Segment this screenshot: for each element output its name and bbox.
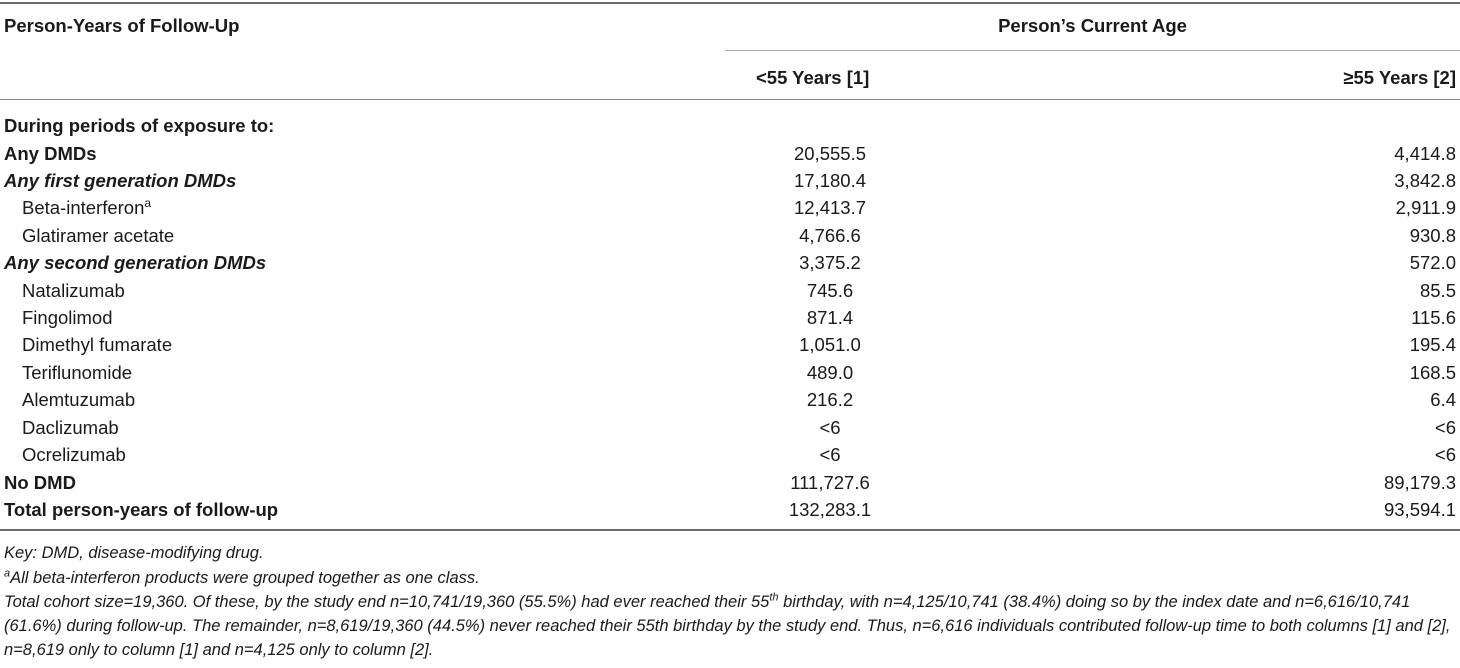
footnote-a: aAll beta-interferon products were group… bbox=[4, 566, 1456, 590]
cell-55-plus: 89,179.3 bbox=[1383, 472, 1456, 493]
cell-under-55: 12,413.7 bbox=[793, 197, 866, 218]
footnote-a-marker: a bbox=[4, 567, 11, 580]
cell-under-55: 745.6 bbox=[806, 280, 854, 301]
cell-55-plus: 168.5 bbox=[1409, 362, 1456, 383]
row-label: Ocrelizumab bbox=[22, 444, 126, 465]
cell-under-55: 3,375.2 bbox=[799, 252, 861, 273]
cell-under-55: 17,180.4 bbox=[793, 170, 866, 191]
cell-55-plus: <6 bbox=[1434, 444, 1456, 465]
cell-55-plus: 930.8 bbox=[1409, 225, 1456, 246]
footnote-cohort-part1: Total cohort size=19,360. Of these, by t… bbox=[4, 593, 770, 611]
row-label: Any first generation DMDs bbox=[4, 170, 237, 191]
cell-55-plus: 85.5 bbox=[1419, 280, 1456, 301]
row-label: Alemtuzumab bbox=[22, 389, 136, 410]
footnote-cohort-part2: birthday, with n=4,125/10,741 (38.4%) do… bbox=[4, 593, 1451, 659]
row-label: No DMD bbox=[4, 472, 76, 493]
row-label: Teriflunomide bbox=[22, 362, 133, 383]
cell-under-55: 1,051.0 bbox=[799, 334, 861, 355]
row-label: Daclizumab bbox=[22, 417, 119, 438]
row-label: Natalizumab bbox=[22, 280, 125, 301]
footnote-cohort-sup: th bbox=[769, 591, 779, 604]
footnote-key: Key: DMD, disease-modifying drug. bbox=[4, 544, 264, 562]
cell-under-55: 111,727.6 bbox=[790, 472, 870, 493]
cell-under-55-total: 132,283.1 bbox=[788, 499, 872, 520]
row-label: Any second generation DMDs bbox=[4, 252, 267, 273]
top-rule bbox=[0, 2, 1460, 4]
row-label-text: Beta-interferon bbox=[22, 197, 145, 218]
cell-55-plus: 6.4 bbox=[1430, 389, 1456, 410]
footnote-cohort: Total cohort size=19,360. Of these, by t… bbox=[4, 590, 1456, 662]
group-underline bbox=[725, 50, 1460, 51]
cell-55-plus: <6 bbox=[1434, 417, 1456, 438]
cell-under-55: <6 bbox=[819, 444, 841, 465]
cell-55-plus: 4,414.8 bbox=[1394, 143, 1456, 164]
column-header-person-years: Person-Years of Follow-Up bbox=[4, 15, 240, 36]
column-header-under-55: <55 Years [1] bbox=[756, 67, 870, 88]
row-label: Any DMDs bbox=[4, 143, 97, 164]
bottom-rule bbox=[0, 529, 1460, 531]
cell-under-55: 20,555.5 bbox=[793, 143, 866, 164]
row-label-with-footnote: Beta-interferona bbox=[22, 197, 151, 219]
cell-under-55: 871.4 bbox=[806, 307, 854, 328]
row-label: Glatiramer acetate bbox=[22, 225, 175, 246]
cell-under-55: 489.0 bbox=[806, 362, 854, 383]
cell-55-plus: 572.0 bbox=[1409, 252, 1456, 273]
footnote-a-text: All beta-interferon products were groupe… bbox=[10, 569, 480, 587]
cell-under-55: 216.2 bbox=[806, 389, 854, 410]
column-group-header-age: Person’s Current Age bbox=[998, 15, 1187, 36]
cell-55-plus: 195.4 bbox=[1409, 334, 1456, 355]
row-label: Dimethyl fumarate bbox=[22, 334, 173, 355]
cell-55-plus: 3,842.8 bbox=[1394, 170, 1456, 191]
row-label-total: Total person-years of follow-up bbox=[4, 499, 279, 520]
cell-55-plus: 2,911.9 bbox=[1395, 197, 1456, 218]
cell-55-plus-total: 93,594.1 bbox=[1383, 499, 1456, 520]
cell-under-55: <6 bbox=[819, 417, 841, 438]
row-label: Fingolimod bbox=[22, 307, 113, 328]
footnote-marker: a bbox=[144, 195, 152, 210]
cell-under-55: 4,766.6 bbox=[799, 225, 861, 246]
row-label-section: During periods of exposure to: bbox=[4, 115, 275, 136]
cell-55-plus: 115.6 bbox=[1411, 307, 1456, 328]
header-rule bbox=[0, 99, 1460, 100]
column-header-55-plus: ≥55 Years [2] bbox=[1343, 67, 1456, 88]
